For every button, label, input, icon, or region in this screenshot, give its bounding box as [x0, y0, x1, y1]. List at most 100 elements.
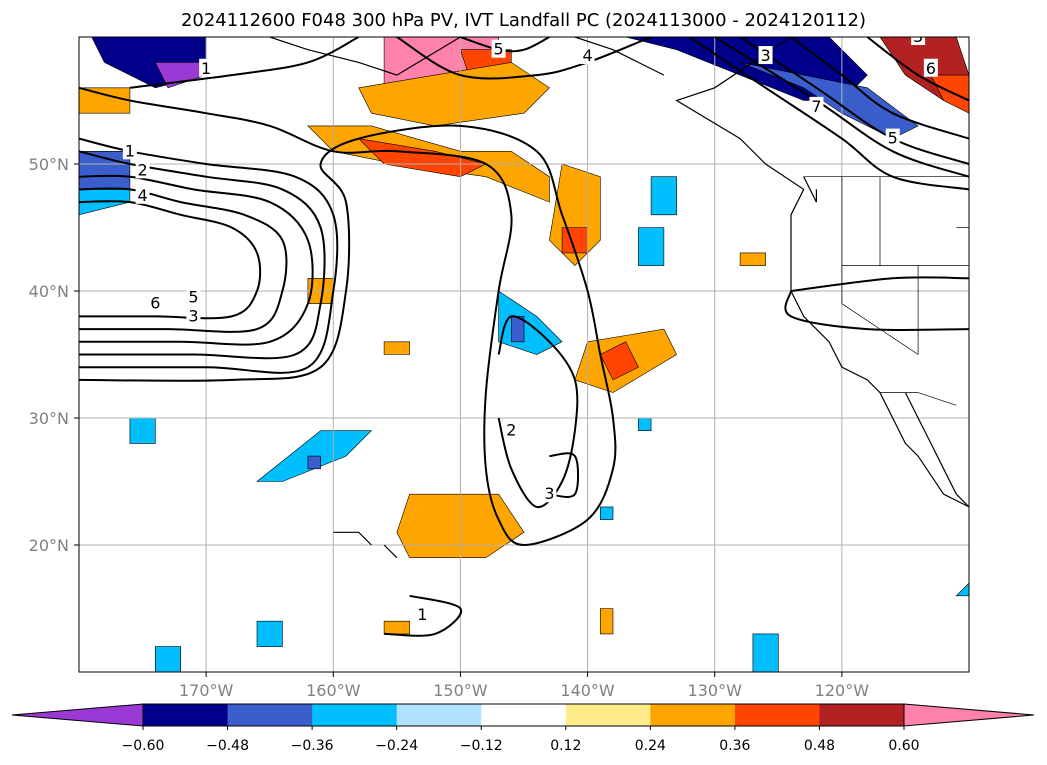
contour-label: 3 [188, 306, 198, 325]
coastline-layer [269, 37, 969, 559]
colorbar-tick-label: −0.48 [206, 738, 249, 754]
contour-label-bg [148, 293, 163, 312]
pc-shaded-region [256, 620, 283, 647]
contour-label-bg [199, 58, 214, 77]
coastline [269, 37, 461, 76]
contour-label-bg [186, 287, 201, 306]
contour-label-bg [580, 46, 595, 65]
contour-label: 3 [760, 46, 770, 65]
colorbar-tick-label: −0.24 [375, 738, 418, 754]
contour-label: 6 [926, 59, 936, 78]
pv-contour [396, 37, 652, 80]
pc-shaded-region [383, 341, 410, 355]
contour-label: 7 [811, 97, 821, 116]
pv-contour [866, 37, 969, 102]
pv-contour [790, 276, 969, 292]
contour-label-bg [885, 128, 900, 147]
contour-label-bg [415, 604, 430, 623]
y-tick-label: 50°N [29, 155, 69, 174]
y-tick-label: 30°N [29, 409, 69, 428]
pc-shaded-region [383, 620, 410, 635]
contour-label-bg [542, 484, 557, 503]
chart-title: 2024112600 F048 300 hPa PV, IVT Landfall… [181, 10, 866, 31]
pv-contour [714, 37, 969, 178]
contour-label-bg [135, 185, 150, 204]
pv-contour [79, 200, 262, 320]
pc-shaded-region [129, 417, 156, 444]
contour-label: 3 [913, 27, 923, 46]
contour-label: 1 [201, 59, 211, 78]
pc-shaded-region [638, 417, 652, 432]
pc-shaded-region [650, 176, 677, 216]
pv-contour [549, 452, 580, 498]
colorbar-tick-label: 0.36 [719, 738, 750, 754]
x-tick-label: 170°W [179, 681, 234, 700]
colorbar-segment [650, 704, 736, 726]
contour-label-bg [758, 46, 773, 65]
x-tick-label: 120°W [815, 681, 870, 700]
y-axis-ticks: 50°N 40°N 30°N 20°N [29, 155, 79, 555]
pc-shaded-region [155, 646, 181, 672]
contour-label-bg [122, 141, 137, 160]
colorbar-tick-label: 0.12 [550, 738, 581, 754]
colorbar-tick-label: −0.36 [291, 738, 334, 754]
colorbar-tick-label: −0.12 [460, 738, 503, 754]
pv-contour [784, 290, 969, 332]
coastline [473, 37, 665, 76]
pv-contour [384, 594, 463, 637]
colorbar-segment [312, 704, 398, 726]
colorbar-segment [819, 704, 905, 726]
contour-label-bg [186, 306, 201, 325]
contour-label-bg [491, 39, 506, 58]
coastline [904, 392, 969, 508]
pv-contour [79, 137, 339, 374]
colorbar-tick-label: −0.60 [122, 738, 165, 754]
coastline [333, 531, 372, 546]
contour-label: 1 [125, 141, 135, 160]
pc-shaded-region [930, 74, 969, 114]
colorbar-segment [481, 704, 567, 726]
contour-label-bg [923, 58, 938, 77]
contour-label: 2 [137, 160, 147, 179]
pv-contour [460, 37, 550, 53]
colorbar-segment [565, 704, 651, 726]
pv-contour [129, 37, 360, 89]
state-border [841, 265, 919, 355]
pc-shaded-region [739, 62, 919, 139]
colorbar-extend-low [11, 703, 144, 727]
pc-shaded-region [599, 506, 614, 520]
y-tick-label: 40°N [29, 282, 69, 301]
x-tick-label: 160°W [306, 681, 361, 700]
y-tick-label: 20°N [29, 536, 69, 555]
colorbar-segment [143, 704, 229, 726]
contour-label: 5 [188, 287, 198, 306]
pc-shaded-region [739, 252, 766, 266]
colorbar-tick-label: 0.24 [635, 738, 666, 754]
x-tick-label: 130°W [688, 681, 743, 700]
contour-label: 5 [493, 40, 503, 59]
coastline [383, 544, 398, 559]
coastline [803, 176, 818, 203]
x-axis-ticks: 170°W 160°W 150°W 140°W 130°W 120°W [179, 672, 869, 700]
pc-shaded-region [307, 455, 321, 470]
pv-contour [79, 174, 314, 346]
pc-shaded-region [79, 87, 131, 114]
pv-contour [790, 37, 969, 140]
colorbar: −0.60 −0.48 −0.36 −0.24 −0.12 0.12 0.24 0.36 0.4… [11, 703, 1035, 754]
colorbar-tick-label: 0.48 [804, 738, 835, 754]
contour-label: 4 [582, 46, 592, 65]
colorbar-segment [227, 704, 313, 726]
pv-contour [497, 315, 579, 508]
colorbar-tick-label: 0.60 [888, 738, 919, 754]
contour-label: 3 [544, 484, 554, 503]
pc-shaded-region [357, 138, 487, 178]
colorbar-extend-high [903, 703, 1035, 727]
colorbar-segment [396, 704, 482, 726]
pc-shaded-region [599, 608, 614, 635]
contour-label: 6 [150, 294, 160, 313]
pv-contour [79, 150, 326, 360]
contour-label-bg [809, 96, 824, 115]
plot-frame [78, 36, 970, 673]
